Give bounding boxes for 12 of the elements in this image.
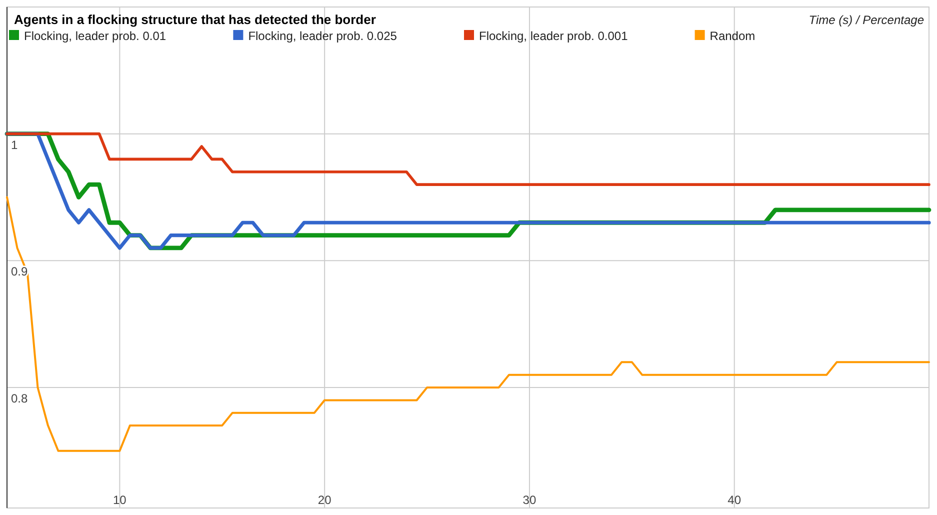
legend-label: Random [710,29,756,43]
legend-label: Flocking, leader prob. 0.001 [479,29,628,43]
x-tick-label: 30 [522,493,536,507]
x-tick-label: 20 [318,493,332,507]
x-tick-label: 40 [728,493,742,507]
legend-label: Flocking, leader prob. 0.025 [248,29,398,43]
x-tick-label: 10 [113,493,127,507]
y-tick-label: 1 [11,138,18,152]
y-tick-label: 0.8 [11,392,28,406]
legend-label: Flocking, leader prob. 0.01 [24,29,166,43]
annotation: Time (s) / Percentage [808,13,924,27]
chart-title: Agents in a flocking structure that has detected the border [14,12,376,27]
